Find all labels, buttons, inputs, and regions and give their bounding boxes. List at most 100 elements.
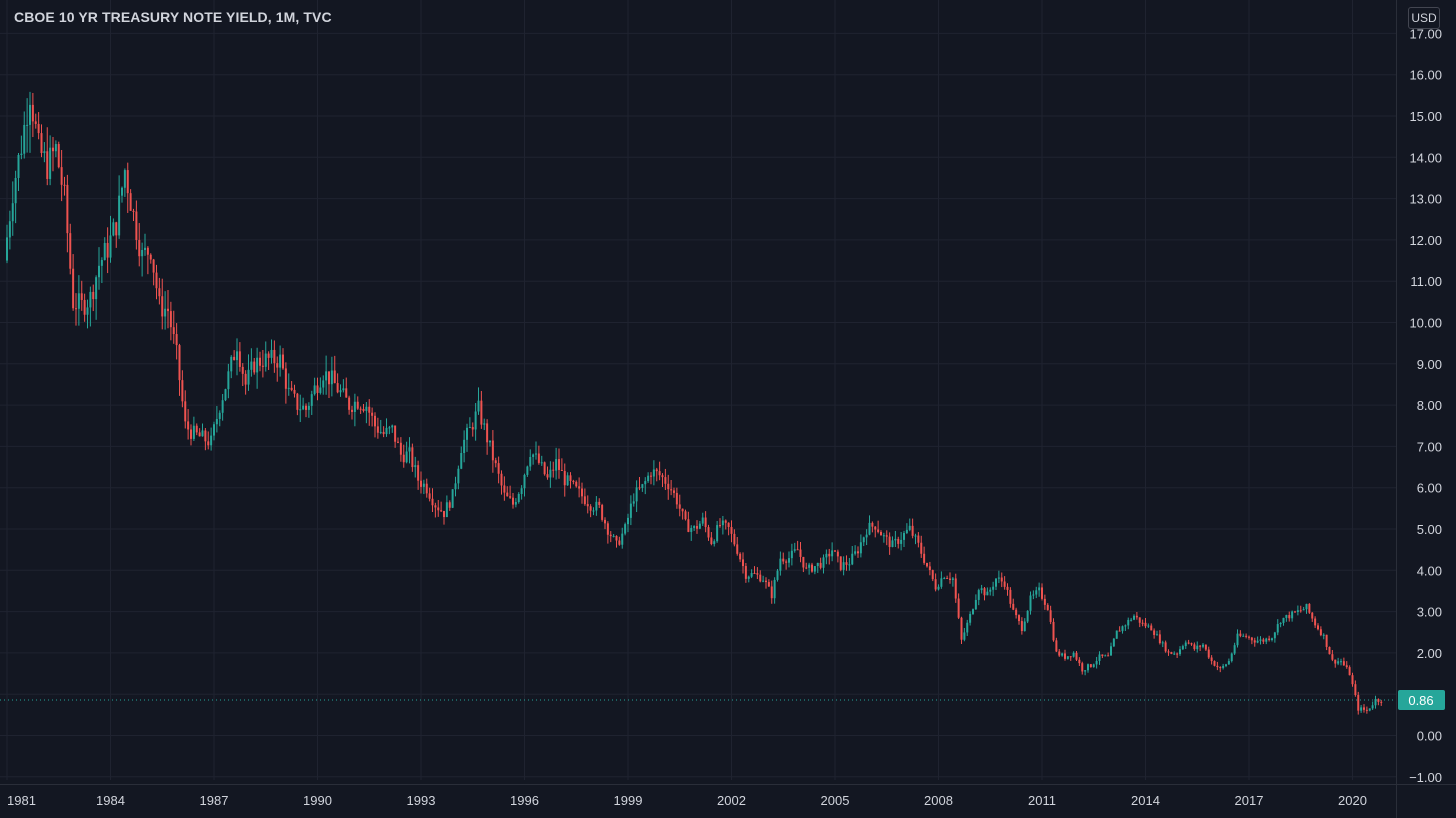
candle-body (1319, 629, 1322, 636)
candle-body (1282, 617, 1285, 623)
candle-body (1144, 622, 1147, 627)
candle-body (1256, 640, 1259, 643)
candle-body (526, 466, 529, 475)
candle-body (813, 566, 816, 572)
candle-body (325, 371, 328, 381)
candle-body (267, 353, 270, 358)
candle-body (589, 506, 592, 511)
candle-body (244, 373, 247, 385)
candle-body (839, 556, 842, 570)
candle-body (287, 387, 290, 389)
candle-body (161, 296, 164, 317)
candle-body (1046, 604, 1049, 611)
candle-body (960, 617, 963, 640)
candle-body (914, 535, 917, 537)
time-axis[interactable]: 1981 1984 1987 1990 1993 1996 1999 2002 2005 2008… (0, 784, 1456, 809)
candle-body (500, 473, 503, 486)
candle-body (29, 104, 31, 125)
candle-body (1351, 675, 1354, 685)
price-axis[interactable]: −1.000.001.002.003.004.005.006.007.008.0… (1396, 0, 1443, 818)
candle-body (779, 558, 782, 571)
candle-body (152, 259, 155, 273)
candle-body (1164, 642, 1167, 652)
time-tick-label: 2020 (1338, 793, 1367, 808)
candle-body (1147, 625, 1150, 627)
candle-body (641, 484, 644, 489)
candle-body (825, 553, 828, 558)
candle-body (405, 451, 408, 463)
candle-body (693, 526, 696, 528)
candle-body (379, 431, 382, 433)
candle-body (667, 483, 670, 490)
candle-body (920, 542, 923, 554)
candle-body (696, 526, 698, 529)
candle-body (1325, 634, 1328, 647)
candle-body (1250, 637, 1253, 641)
candle-body (1181, 646, 1184, 650)
candle-body (1138, 617, 1141, 623)
candle-body (20, 153, 23, 155)
candle-body (109, 235, 112, 258)
candle-body (532, 454, 535, 457)
candle-body (198, 432, 201, 437)
candle-body (348, 397, 351, 410)
candle-body (816, 562, 819, 567)
candle-body (284, 368, 287, 389)
candle-body (144, 247, 146, 251)
currency-button[interactable]: USD (1408, 7, 1440, 29)
candle-body (523, 474, 526, 489)
candle-body (911, 525, 914, 536)
candle-body (903, 533, 905, 540)
candle-body (943, 577, 946, 579)
candle-body (983, 588, 986, 596)
candle-body (1081, 663, 1084, 672)
candle-body (1196, 645, 1199, 650)
candle-body (40, 133, 43, 154)
candle-body (1003, 581, 1006, 587)
candle-body (52, 147, 54, 152)
candle-body (655, 469, 658, 472)
candle-body (1342, 661, 1345, 666)
candle-body (1015, 609, 1018, 616)
candle-body (1130, 619, 1133, 621)
candle-body (963, 632, 966, 640)
candle-body (972, 609, 974, 614)
candle-body (1311, 612, 1314, 619)
candle-body (1078, 659, 1081, 664)
candle-body (773, 579, 776, 599)
candle-body (443, 511, 445, 518)
candle-body (46, 151, 49, 179)
candle-body (241, 366, 244, 374)
candle-body (848, 564, 851, 566)
candle-body (86, 307, 89, 315)
candle-body (172, 327, 175, 335)
candle-body (724, 520, 727, 523)
candle-body (765, 580, 767, 583)
candle-body (756, 573, 759, 575)
candle-body (1072, 652, 1075, 657)
candle-body (1345, 665, 1348, 668)
candle-body (204, 430, 207, 442)
time-tick-label: 2008 (924, 793, 953, 808)
candle-body (540, 462, 543, 464)
candle-body (385, 427, 388, 435)
time-tick-label: 1984 (96, 793, 125, 808)
candle-body (466, 427, 468, 440)
candle-body (1242, 635, 1245, 637)
candle-body (497, 463, 500, 474)
candle-body (1184, 642, 1187, 647)
candle-body (928, 566, 931, 571)
candle-body (986, 591, 989, 596)
candle-body (394, 425, 397, 442)
candle-body (1176, 653, 1179, 655)
candle-body (190, 429, 192, 439)
candle-body (356, 401, 359, 409)
candle-body (744, 566, 747, 579)
candle-body (1115, 630, 1118, 639)
candle-body (894, 538, 897, 541)
candle-body (178, 345, 181, 381)
candle-body (900, 539, 903, 544)
candle-body (1107, 655, 1110, 657)
